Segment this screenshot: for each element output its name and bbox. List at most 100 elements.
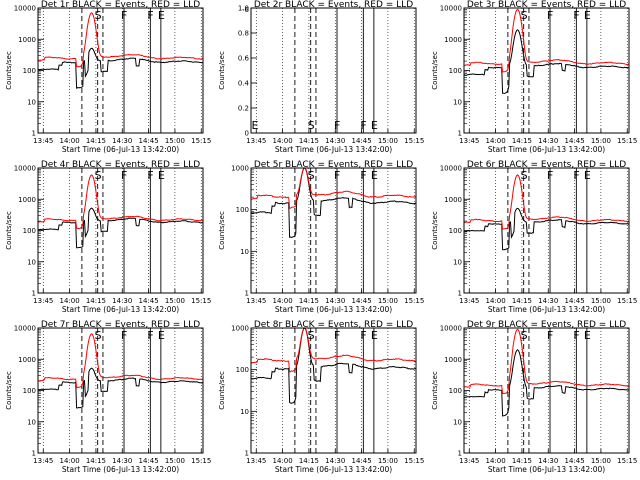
y-tick-label: 100 [23, 387, 36, 395]
x-tick-label: 14:15 [299, 137, 319, 145]
event-marker-label: F [360, 119, 366, 132]
event-marker-label: S [521, 169, 528, 182]
event-marker-label: E [584, 9, 591, 22]
x-tick-label: 15:15 [404, 297, 424, 305]
event-marker-label: S [308, 329, 315, 342]
plot-frame [463, 327, 630, 454]
x-tick-label: 15:00 [378, 457, 398, 465]
lld-rate-line [251, 168, 416, 210]
y-axis-label: Counts/sec [431, 371, 439, 410]
x-tick-label: 14:00 [486, 137, 506, 145]
x-tick-label: 14:30 [112, 137, 132, 145]
x-tick-label: 14:45 [351, 297, 371, 305]
event-marker-label: E [371, 169, 378, 182]
x-tick-label: 15:00 [591, 137, 611, 145]
x-tick-label: 14:00 [60, 457, 80, 465]
chart-title: Det 5r BLACK = Events, RED = LLD [254, 160, 413, 170]
y-exponent-label: -6 [242, 6, 250, 14]
y-axis-label: Counts/sec [218, 51, 226, 90]
x-tick-label: 14:30 [325, 457, 345, 465]
y-tick-label: 10 [240, 248, 249, 256]
x-tick-label: 14:00 [273, 457, 293, 465]
y-tick-label: 1000 [231, 325, 249, 333]
x-axis-label: Start Time (06-Jul-13 13:42:00) [62, 465, 179, 474]
x-axis-label: Start Time (06-Jul-13 13:42:00) [275, 305, 392, 314]
y-tick-label: 0.6 [238, 55, 250, 63]
event-marker-label: F [147, 329, 153, 342]
event-marker-label: S [521, 329, 528, 342]
x-axis-label: Start Time (06-Jul-13 13:42:00) [275, 465, 392, 474]
chart-title: Det 4r BLACK = Events, RED = LLD [41, 160, 200, 170]
x-tick-label: 14:30 [112, 457, 132, 465]
x-tick-label: 14:30 [538, 457, 558, 465]
lld-rate-line [464, 8, 629, 73]
chart-panel-2: Det 2r BLACK = Events, RED = LLD 13:45 14:… [218, 0, 424, 154]
y-tick-label: 100 [449, 227, 462, 235]
x-axis-label: Start Time (06-Jul-13 13:42:00) [275, 145, 392, 154]
x-tick-label: 14:30 [325, 137, 345, 145]
y-tick-label: 1000 [231, 165, 249, 173]
chart-title: Det 7r BLACK = Events, RED = LLD [41, 320, 200, 330]
chart-panel-7: Det 7r BLACK = Events, RED = LLD 13:45 14:… [5, 320, 211, 474]
event-marker-label: E [158, 169, 165, 182]
y-tick-label: 10000 [440, 5, 462, 13]
chart-panel-8: Det 8r BLACK = Events, RED = LLD 13:45 14:… [218, 320, 424, 474]
y-tick-label: 100 [236, 366, 249, 374]
x-tick-label: 15:00 [165, 137, 185, 145]
y-tick-label: 1 [32, 130, 36, 138]
x-tick-label: 15:15 [191, 457, 211, 465]
plot-frame [250, 7, 417, 134]
event-marker-label: F [573, 169, 579, 182]
y-axis-label: Counts/sec [5, 371, 13, 410]
x-tick-label: 14:15 [86, 457, 106, 465]
event-marker-label: E [584, 169, 591, 182]
x-tick-label: 14:45 [351, 457, 371, 465]
x-tick-label: 15:15 [404, 457, 424, 465]
plot-frame [37, 327, 204, 454]
y-axis-label: Counts/sec [431, 51, 439, 90]
lld-rate-line [251, 328, 416, 373]
event-marker-label: F [334, 119, 340, 132]
chart-title: Det 8r BLACK = Events, RED = LLD [254, 320, 413, 330]
x-tick-label: 14:00 [273, 297, 293, 305]
x-tick-label: 14:45 [564, 297, 584, 305]
event-marker-label: E [371, 119, 378, 132]
x-tick-label: 14:45 [351, 137, 371, 145]
events-rate-line [38, 47, 203, 90]
y-tick-label: 10000 [440, 325, 462, 333]
events-rate-line [38, 367, 203, 409]
x-axis-label: Start Time (06-Jul-13 13:42:00) [62, 305, 179, 314]
x-tick-label: 15:15 [404, 137, 424, 145]
y-tick-label: 1000 [18, 356, 36, 364]
y-tick-label: 100 [23, 227, 36, 235]
y-axis-label: Counts/sec [218, 211, 226, 250]
y-tick-label: 10 [27, 98, 36, 106]
x-axis-label: Start Time (06-Jul-13 13:42:00) [62, 145, 179, 154]
events-rate-line [38, 207, 203, 249]
plot-frame [250, 167, 417, 294]
y-tick-label: 1000 [444, 36, 462, 44]
y-tick-label: 100 [236, 206, 249, 214]
events-rate-line [464, 349, 629, 417]
y-tick-label: 1000 [444, 356, 462, 364]
event-marker-label: S [308, 169, 315, 182]
x-tick-label: 14:15 [512, 457, 532, 465]
lld-rate-line [38, 12, 203, 68]
y-tick-label: 10000 [14, 165, 36, 173]
x-tick-label: 14:15 [299, 457, 319, 465]
chart-panel-3: Det 3r BLACK = Events, RED = LLD 13:45 14:… [431, 0, 637, 154]
x-tick-label: 15:00 [591, 457, 611, 465]
event-marker-label: F [547, 329, 553, 342]
x-tick-label: 14:45 [564, 457, 584, 465]
plot-frame [463, 167, 630, 294]
y-tick-label: 10 [453, 258, 462, 266]
y-tick-label: 10000 [440, 165, 462, 173]
y-tick-label: 0.2 [238, 105, 249, 113]
x-tick-label: 14:30 [325, 297, 345, 305]
y-tick-label: 1 [458, 130, 462, 138]
event-marker-label: E [158, 329, 165, 342]
event-marker-label: S [95, 9, 102, 22]
chart-title: Det 6r BLACK = Events, RED = LLD [467, 160, 626, 170]
chart-title: Det 3r BLACK = Events, RED = LLD [467, 0, 626, 10]
y-tick-label: 100 [449, 67, 462, 75]
